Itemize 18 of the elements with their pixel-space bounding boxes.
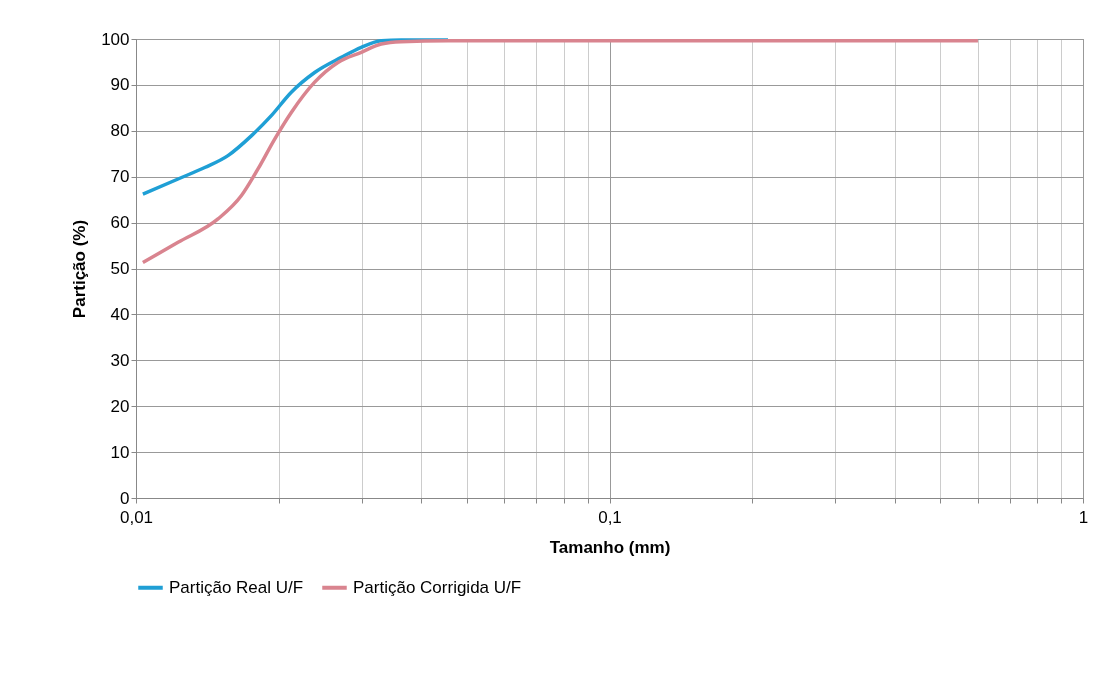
- y-tick-label: 90: [110, 75, 130, 95]
- y-tick-label: 30: [110, 350, 130, 370]
- y-tick-label: 60: [110, 213, 130, 233]
- x-axis-title: Tamanho (mm): [549, 537, 671, 557]
- y-tick-label: 0: [120, 488, 130, 508]
- y-tick-label: 70: [110, 167, 130, 187]
- x-tick-label: 1: [1078, 507, 1089, 527]
- y-tick-label: 10: [110, 442, 130, 462]
- y-axis-title: Partição (%): [70, 219, 90, 319]
- y-tick-label: 100: [101, 29, 130, 49]
- legend-label: Partição Corrigida U/F: [353, 577, 522, 597]
- y-tick-label: 20: [110, 396, 130, 416]
- x-tick-label: 0,1: [598, 507, 622, 527]
- x-tick-label: 0,01: [119, 507, 154, 527]
- y-tick-label: 50: [110, 259, 130, 278]
- y-tick-label: 40: [110, 304, 130, 324]
- y-tick-label: 80: [110, 121, 130, 141]
- legend-label: Partição Real U/F: [169, 577, 304, 597]
